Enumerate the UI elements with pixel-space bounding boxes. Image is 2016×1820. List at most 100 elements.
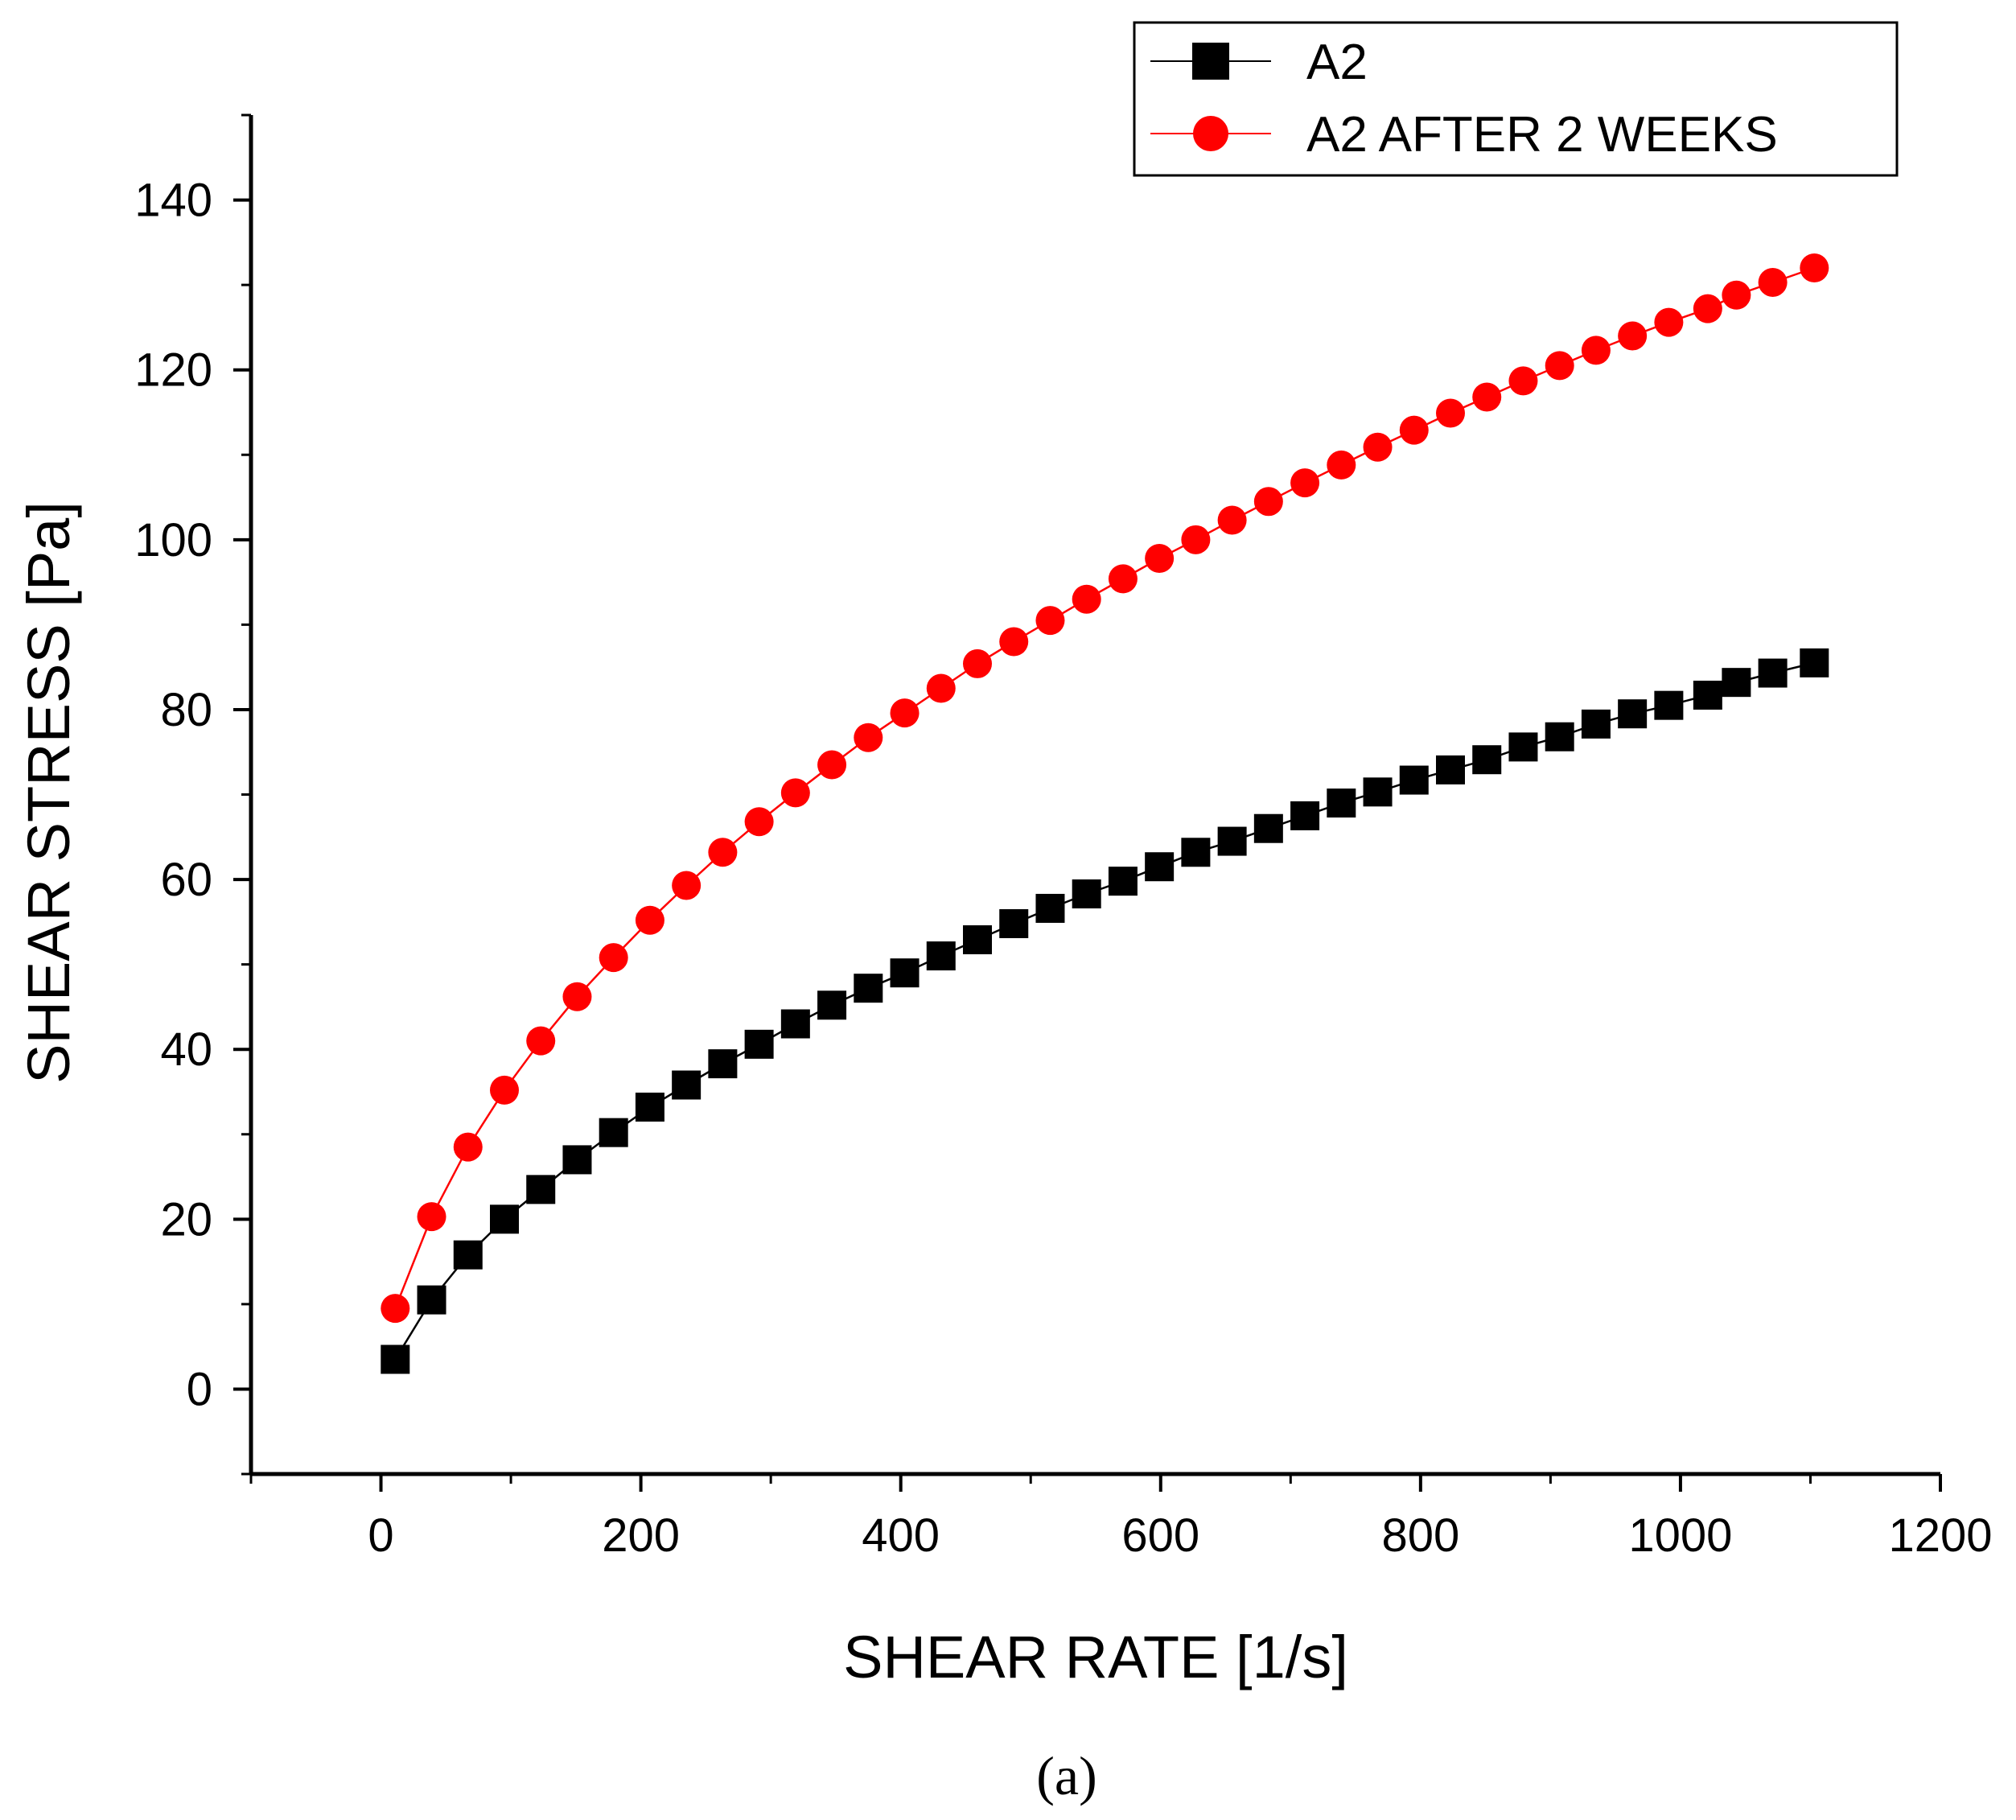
y-tick-label: 80	[160, 684, 212, 736]
series-layer	[381, 253, 1829, 1374]
data-point-a2	[1072, 879, 1101, 909]
data-point-a2-after-2-weeks	[672, 871, 701, 900]
data-point-a2	[1253, 813, 1283, 843]
data-point-a2	[1145, 852, 1175, 882]
data-point-a2-after-2-weeks	[1545, 351, 1574, 381]
data-point-a2-after-2-weeks	[1181, 525, 1211, 554]
data-point-a2-after-2-weeks	[635, 905, 664, 935]
data-point-a2-after-2-weeks	[417, 1202, 446, 1232]
data-point-a2-after-2-weeks	[890, 698, 920, 728]
data-point-a2	[453, 1240, 483, 1270]
data-point-a2	[1581, 709, 1611, 739]
data-point-a2	[1217, 826, 1247, 856]
data-point-a2	[817, 990, 847, 1020]
data-point-a2	[1508, 732, 1538, 762]
data-point-a2	[1722, 668, 1751, 698]
figure-caption: (a)	[1036, 1745, 1096, 1806]
legend-marker-a2	[1192, 43, 1229, 80]
x-tick-label: 600	[1121, 1509, 1199, 1562]
data-point-a2-after-2-weeks	[1508, 366, 1538, 396]
data-point-a2-after-2-weeks	[817, 750, 847, 780]
series-line-a2	[394, 661, 1815, 1361]
data-point-a2-after-2-weeks	[1693, 294, 1722, 323]
data-point-a2-after-2-weeks	[1472, 382, 1502, 412]
data-point-a2	[1399, 765, 1429, 795]
data-point-a2-after-2-weeks	[708, 838, 738, 867]
data-point-a2-after-2-weeks	[1618, 321, 1648, 351]
data-point-a2-after-2-weeks	[1327, 450, 1356, 480]
y-tick-label: 100	[134, 514, 212, 566]
data-point-a2	[854, 974, 883, 1003]
data-point-a2-after-2-weeks	[1399, 415, 1429, 445]
legend-entry-a2: A2	[1150, 35, 1368, 90]
data-point-a2	[780, 1009, 810, 1039]
data-point-a2-after-2-weeks	[999, 627, 1029, 657]
data-point-a2	[1758, 658, 1788, 688]
legend-entry-a2-after-2-weeks: A2 AFTER 2 WEEKS	[1150, 107, 1778, 163]
x-tick-label: 800	[1381, 1509, 1459, 1562]
data-point-a2-after-2-weeks	[599, 943, 628, 973]
x-tick-label: 1000	[1628, 1509, 1732, 1562]
x-ticks: 0 200 400 600 800 1000 1200	[249, 1474, 1993, 1562]
data-point-a2	[1654, 690, 1684, 720]
y-tick-label: 0	[187, 1363, 212, 1415]
series-a2-after-2-weeks	[381, 253, 1829, 1324]
data-point-a2	[744, 1029, 774, 1059]
data-point-a2-after-2-weeks	[854, 723, 883, 752]
x-tick-label: 400	[862, 1509, 940, 1562]
x-axis-title: SHEAR RATE [1/s]	[843, 1624, 1348, 1690]
data-point-a2	[1693, 680, 1722, 710]
data-point-a2	[635, 1092, 664, 1122]
data-point-a2	[1618, 699, 1648, 729]
data-point-a2-after-2-weeks	[1581, 336, 1611, 365]
data-point-a2	[1545, 722, 1574, 751]
data-point-a2-after-2-weeks	[490, 1075, 519, 1105]
data-point-a2-after-2-weeks	[1290, 468, 1320, 498]
data-point-a2-after-2-weeks	[1758, 267, 1788, 297]
data-point-a2-after-2-weeks	[1217, 505, 1247, 535]
y-tick-label: 20	[160, 1193, 212, 1246]
data-point-a2-after-2-weeks	[1072, 584, 1101, 614]
data-point-a2	[1035, 893, 1065, 923]
y-tick-label: 40	[160, 1023, 212, 1076]
x-tick-label: 0	[368, 1509, 393, 1562]
y-ticks: 0 20 40 60 80 100 120 140	[134, 113, 251, 1476]
data-point-a2	[1472, 745, 1502, 775]
data-point-a2	[1436, 755, 1465, 784]
data-point-a2-after-2-weeks	[1108, 564, 1138, 594]
data-point-a2-after-2-weeks	[1253, 487, 1283, 517]
legend: A2 A2 AFTER 2 WEEKS	[1133, 21, 1899, 177]
data-point-a2	[1108, 867, 1138, 896]
data-point-a2-after-2-weeks	[963, 649, 992, 678]
data-point-a2	[1290, 801, 1320, 830]
data-point-a2-after-2-weeks	[744, 807, 774, 837]
data-point-a2-after-2-weeks	[453, 1132, 483, 1162]
data-point-a2	[490, 1204, 519, 1234]
x-tick-label: 1200	[1888, 1509, 1992, 1562]
data-point-a2	[1181, 838, 1211, 867]
data-point-a2-after-2-weeks	[1722, 280, 1751, 310]
x-tick-label: 200	[602, 1509, 680, 1562]
y-tick-label: 60	[160, 854, 212, 906]
data-point-a2	[999, 908, 1029, 938]
data-point-a2-after-2-weeks	[1654, 307, 1684, 337]
data-point-a2	[890, 958, 920, 988]
data-point-a2	[599, 1118, 628, 1147]
legend-box	[1133, 21, 1899, 177]
series-line-a2-after-2-weeks	[394, 266, 1815, 1309]
data-point-a2	[381, 1344, 410, 1374]
data-point-a2	[1327, 789, 1356, 818]
y-tick-label: 120	[134, 344, 212, 397]
series-a2	[381, 648, 1829, 1374]
data-point-a2-after-2-weeks	[1145, 544, 1175, 574]
data-point-a2-after-2-weeks	[1800, 253, 1829, 283]
data-point-a2-after-2-weeks	[526, 1026, 556, 1056]
data-point-a2	[926, 941, 956, 971]
data-point-a2	[672, 1070, 701, 1100]
legend-label-a2: A2	[1306, 35, 1368, 90]
data-point-a2-after-2-weeks	[1363, 432, 1393, 462]
data-point-a2	[1800, 648, 1829, 677]
legend-marker-a2-after-2-weeks	[1193, 116, 1228, 151]
data-point-a2	[562, 1145, 592, 1175]
